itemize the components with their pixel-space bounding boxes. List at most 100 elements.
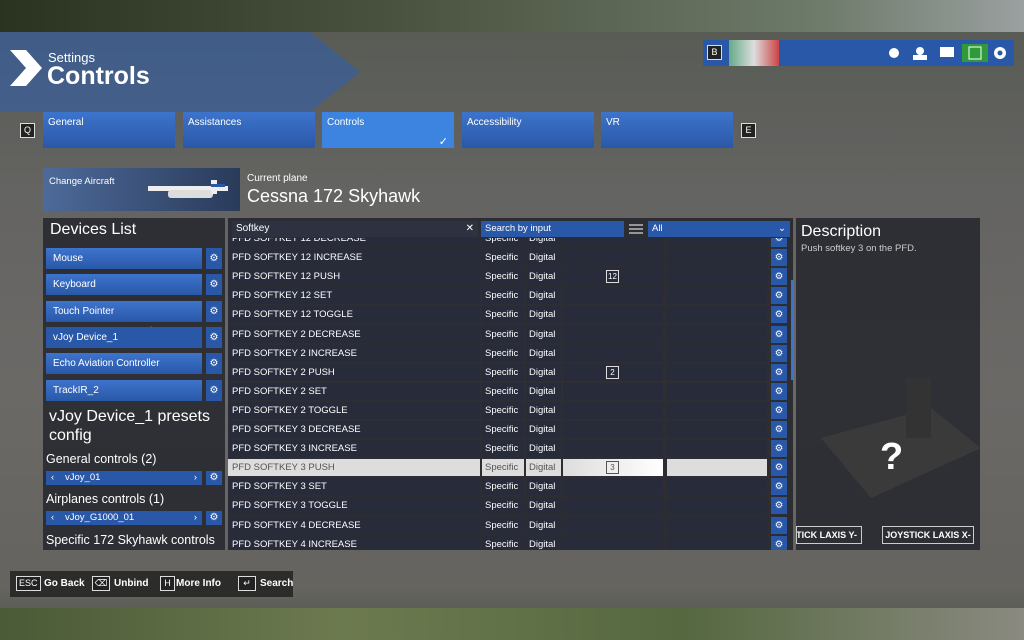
binding-row[interactable]: PFD SOFTKEY 4 INCREASE Specific Digital ⚙	[228, 535, 790, 550]
preset-dropdown[interactable]: vJoy_01 ‹ ›	[46, 471, 202, 485]
tab[interactable]: General	[43, 112, 175, 148]
binding-row[interactable]: PFD SOFTKEY 3 SET Specific Digital ⚙	[228, 478, 790, 496]
top-icons[interactable]	[883, 44, 1013, 62]
binding-row[interactable]: PFD SOFTKEY 3 PUSH Specific Digital 3 ⚙	[228, 459, 790, 477]
input-slot[interactable]	[667, 401, 767, 419]
input-slot[interactable]: 3	[563, 459, 663, 477]
avatar[interactable]	[729, 40, 779, 66]
input-slot[interactable]	[667, 535, 767, 550]
input-slot[interactable]	[563, 238, 663, 247]
scrollbar[interactable]	[791, 280, 794, 380]
input-slot[interactable]	[563, 306, 663, 324]
footer-action[interactable]: Search	[260, 578, 294, 589]
binding-row[interactable]: PFD SOFTKEY 12 SET Specific Digital ⚙	[228, 287, 790, 305]
input-slot[interactable]	[667, 287, 767, 305]
row-settings[interactable]: ⚙	[771, 497, 787, 515]
device-settings[interactable]: ⚙	[206, 326, 222, 348]
row-settings[interactable]: ⚙	[771, 478, 787, 496]
tab[interactable]: VR	[601, 112, 733, 148]
tab[interactable]: Accessibility	[462, 112, 594, 148]
search-field[interactable]: Softkey ✕	[232, 221, 478, 237]
tab[interactable]: Controls ✓	[322, 112, 454, 148]
binding-row[interactable]: PFD SOFTKEY 3 INCREASE Specific Digital ⚙	[228, 440, 790, 458]
input-slot[interactable]	[563, 325, 663, 343]
input-slot[interactable]	[667, 516, 767, 534]
tab-prev-key[interactable]: Q	[20, 123, 35, 138]
input-slot[interactable]	[563, 535, 663, 550]
input-slot[interactable]	[667, 459, 767, 477]
device-settings[interactable]: ⚙	[206, 353, 222, 375]
row-settings[interactable]: ⚙	[771, 306, 787, 324]
input-slot[interactable]	[667, 421, 767, 438]
row-settings[interactable]: ⚙	[771, 249, 787, 267]
binding-row[interactable]: PFD SOFTKEY 2 PUSH Specific Digital 2 ⚙	[228, 363, 790, 381]
axis-button[interactable]: JOYSTICK LAXIS Y-	[796, 526, 862, 544]
row-settings[interactable]: ⚙	[771, 325, 787, 343]
input-slot[interactable]	[667, 497, 767, 515]
input-slot[interactable]	[563, 440, 663, 458]
row-settings[interactable]: ⚙	[771, 268, 787, 286]
row-settings[interactable]: ⚙	[771, 459, 787, 477]
input-slot[interactable]	[667, 382, 767, 400]
row-settings[interactable]: ⚙	[771, 516, 787, 534]
input-slot[interactable]	[563, 516, 663, 534]
input-slot[interactable]	[563, 382, 663, 400]
binding-row[interactable]: PFD SOFTKEY 12 INCREASE Specific Digital ⚙	[228, 249, 790, 267]
footer-action[interactable]: More Info	[176, 578, 221, 589]
preset-settings[interactable]: ⚙	[206, 511, 222, 525]
device-settings[interactable]: ⚙	[206, 379, 222, 401]
input-slot[interactable]	[563, 421, 663, 438]
device-settings[interactable]: ⚙	[206, 300, 222, 322]
input-slot[interactable]	[563, 478, 663, 496]
device-button[interactable]: Touch Pointer	[46, 300, 202, 322]
input-slot[interactable]: 2	[563, 363, 663, 381]
device-button[interactable]: Mouse	[46, 248, 202, 269]
binding-row[interactable]: PFD SOFTKEY 3 TOGGLE Specific Digital ⚙	[228, 497, 790, 515]
input-slot[interactable]	[667, 268, 767, 286]
preset-dropdown[interactable]: vJoy_G1000_01 ‹ ›	[46, 511, 202, 525]
row-settings[interactable]: ⚙	[771, 344, 787, 362]
input-slot[interactable]	[667, 238, 767, 247]
input-slot[interactable]	[563, 344, 663, 362]
clear-icon[interactable]: ✕	[465, 223, 474, 234]
footer-action[interactable]: Go Back	[44, 578, 85, 589]
input-slot[interactable]: 12	[563, 268, 663, 286]
footer-action[interactable]: Unbind	[114, 578, 149, 589]
binding-row[interactable]: PFD SOFTKEY 4 DECREASE Specific Digital ⚙	[228, 516, 790, 534]
filter-dropdown[interactable]: All ⌄	[648, 221, 790, 237]
binding-row[interactable]: PFD SOFTKEY 2 DECREASE Specific Digital ⚙	[228, 325, 790, 343]
binding-row[interactable]: PFD SOFTKEY 12 DECREASE Specific Digital ⚙	[228, 238, 790, 247]
tab[interactable]: Assistances	[183, 112, 315, 148]
filter-icon[interactable]	[629, 223, 643, 235]
input-slot[interactable]	[563, 401, 663, 419]
input-slot[interactable]	[667, 249, 767, 267]
row-settings[interactable]: ⚙	[771, 287, 787, 305]
device-button[interactable]: TrackIR_2	[46, 379, 202, 401]
device-button[interactable]: vJoy Device_1	[46, 326, 202, 348]
input-slot[interactable]	[563, 497, 663, 515]
tab-next-key[interactable]: E	[741, 123, 756, 138]
device-settings[interactable]: ⚙	[206, 248, 222, 269]
device-button[interactable]: Echo Aviation Controller	[46, 353, 202, 375]
profile-badge[interactable]: B	[707, 45, 722, 60]
axis-button[interactable]: JOYSTICK LAXIS X-	[882, 526, 974, 544]
binding-row[interactable]: PFD SOFTKEY 2 INCREASE Specific Digital ⚙	[228, 344, 790, 362]
device-button[interactable]: Keyboard	[46, 274, 202, 296]
search-mode[interactable]: Search by input	[481, 221, 624, 237]
binding-row[interactable]: PFD SOFTKEY 12 TOGGLE Specific Digital ⚙	[228, 306, 790, 324]
row-settings[interactable]: ⚙	[771, 363, 787, 381]
row-settings[interactable]: ⚙	[771, 440, 787, 458]
binding-row[interactable]: PFD SOFTKEY 2 SET Specific Digital ⚙	[228, 382, 790, 400]
binding-row[interactable]: PFD SOFTKEY 12 PUSH Specific Digital 12 ⚙	[228, 268, 790, 286]
input-slot[interactable]	[667, 325, 767, 343]
preset-settings[interactable]: ⚙	[206, 471, 222, 485]
input-slot[interactable]	[667, 306, 767, 324]
input-slot[interactable]	[667, 344, 767, 362]
change-aircraft-button[interactable]: Change Aircraft	[43, 168, 240, 211]
device-settings[interactable]: ⚙	[206, 274, 222, 296]
row-settings[interactable]: ⚙	[771, 238, 787, 247]
row-settings[interactable]: ⚙	[771, 421, 787, 438]
input-slot[interactable]	[667, 440, 767, 458]
row-settings[interactable]: ⚙	[771, 401, 787, 419]
input-slot[interactable]	[563, 249, 663, 267]
